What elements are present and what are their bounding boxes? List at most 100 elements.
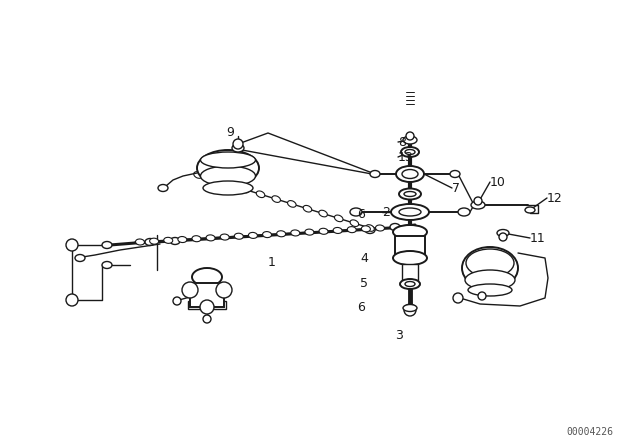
Circle shape <box>233 139 243 149</box>
Ellipse shape <box>362 226 371 232</box>
Text: 00004226: 00004226 <box>566 427 614 437</box>
Ellipse shape <box>225 181 234 188</box>
Text: 8: 8 <box>398 135 406 148</box>
Ellipse shape <box>145 238 155 246</box>
Ellipse shape <box>192 268 222 286</box>
Text: 9: 9 <box>226 125 234 138</box>
Ellipse shape <box>399 189 421 199</box>
Text: 12: 12 <box>547 191 563 204</box>
Ellipse shape <box>393 251 427 265</box>
Ellipse shape <box>525 207 535 213</box>
Ellipse shape <box>291 230 300 236</box>
Circle shape <box>66 239 78 251</box>
Ellipse shape <box>170 237 180 245</box>
Ellipse shape <box>393 225 427 239</box>
Bar <box>190 283 224 307</box>
Ellipse shape <box>348 227 356 233</box>
Ellipse shape <box>350 208 362 216</box>
Ellipse shape <box>466 249 514 277</box>
Ellipse shape <box>319 228 328 234</box>
Ellipse shape <box>468 284 512 296</box>
Ellipse shape <box>305 229 314 235</box>
Ellipse shape <box>471 201 485 209</box>
Ellipse shape <box>403 136 417 144</box>
Text: 11: 11 <box>530 232 546 245</box>
Text: 1: 1 <box>268 255 276 268</box>
Bar <box>395 236 425 256</box>
Ellipse shape <box>197 150 259 186</box>
Ellipse shape <box>333 228 342 233</box>
Ellipse shape <box>248 233 257 238</box>
Ellipse shape <box>350 220 358 227</box>
Ellipse shape <box>209 177 218 183</box>
Text: 2: 2 <box>382 206 390 219</box>
Circle shape <box>203 315 211 323</box>
Ellipse shape <box>150 238 159 244</box>
Circle shape <box>182 282 198 298</box>
Ellipse shape <box>200 152 255 168</box>
Ellipse shape <box>102 262 112 268</box>
Circle shape <box>478 292 486 300</box>
Ellipse shape <box>206 235 215 241</box>
Text: 10: 10 <box>490 176 506 189</box>
Circle shape <box>216 282 232 298</box>
Bar <box>188 301 226 309</box>
Ellipse shape <box>164 237 173 243</box>
Ellipse shape <box>400 279 420 289</box>
Ellipse shape <box>303 206 312 212</box>
Bar <box>402 264 418 280</box>
Ellipse shape <box>319 210 328 217</box>
Circle shape <box>499 233 507 241</box>
Ellipse shape <box>158 185 168 191</box>
Circle shape <box>404 304 416 316</box>
Circle shape <box>474 197 482 205</box>
Text: 6: 6 <box>357 301 365 314</box>
Ellipse shape <box>234 233 243 239</box>
Text: 4: 4 <box>360 251 368 264</box>
Text: 6: 6 <box>357 207 365 220</box>
Ellipse shape <box>370 171 380 177</box>
Ellipse shape <box>232 144 244 152</box>
Ellipse shape <box>450 171 460 177</box>
Circle shape <box>66 294 78 306</box>
Ellipse shape <box>365 225 374 231</box>
Circle shape <box>200 300 214 314</box>
Ellipse shape <box>403 305 417 311</box>
Ellipse shape <box>399 208 421 216</box>
Ellipse shape <box>262 232 271 237</box>
Ellipse shape <box>391 204 429 220</box>
Ellipse shape <box>178 237 187 242</box>
Ellipse shape <box>192 236 201 242</box>
Circle shape <box>453 293 463 303</box>
Ellipse shape <box>462 247 518 289</box>
Ellipse shape <box>287 201 296 207</box>
Ellipse shape <box>396 166 424 182</box>
Text: 3: 3 <box>395 328 403 341</box>
Ellipse shape <box>365 227 375 233</box>
Ellipse shape <box>136 239 145 245</box>
Ellipse shape <box>405 281 415 287</box>
Ellipse shape <box>75 254 85 262</box>
Ellipse shape <box>390 224 400 231</box>
Text: 13: 13 <box>398 151 413 164</box>
Ellipse shape <box>458 208 470 216</box>
Text: 7: 7 <box>452 181 460 194</box>
Text: 5: 5 <box>360 276 368 289</box>
Ellipse shape <box>203 181 253 195</box>
Ellipse shape <box>402 169 418 178</box>
Circle shape <box>173 297 181 305</box>
Ellipse shape <box>256 191 265 198</box>
Ellipse shape <box>376 225 385 231</box>
Ellipse shape <box>220 234 229 240</box>
Ellipse shape <box>497 229 509 237</box>
Ellipse shape <box>335 215 343 222</box>
Ellipse shape <box>102 241 112 249</box>
Ellipse shape <box>200 166 255 186</box>
Ellipse shape <box>241 186 249 193</box>
Ellipse shape <box>404 191 416 197</box>
Ellipse shape <box>194 172 202 178</box>
Ellipse shape <box>276 231 285 237</box>
Ellipse shape <box>465 270 515 290</box>
Ellipse shape <box>405 150 415 155</box>
Circle shape <box>406 132 414 140</box>
